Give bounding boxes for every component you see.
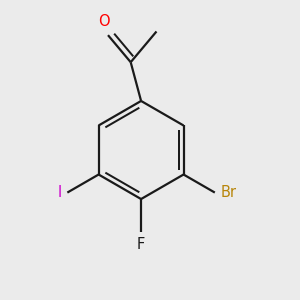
Text: F: F — [137, 237, 145, 252]
Text: O: O — [98, 14, 110, 29]
Text: I: I — [58, 185, 62, 200]
Text: Br: Br — [220, 185, 236, 200]
